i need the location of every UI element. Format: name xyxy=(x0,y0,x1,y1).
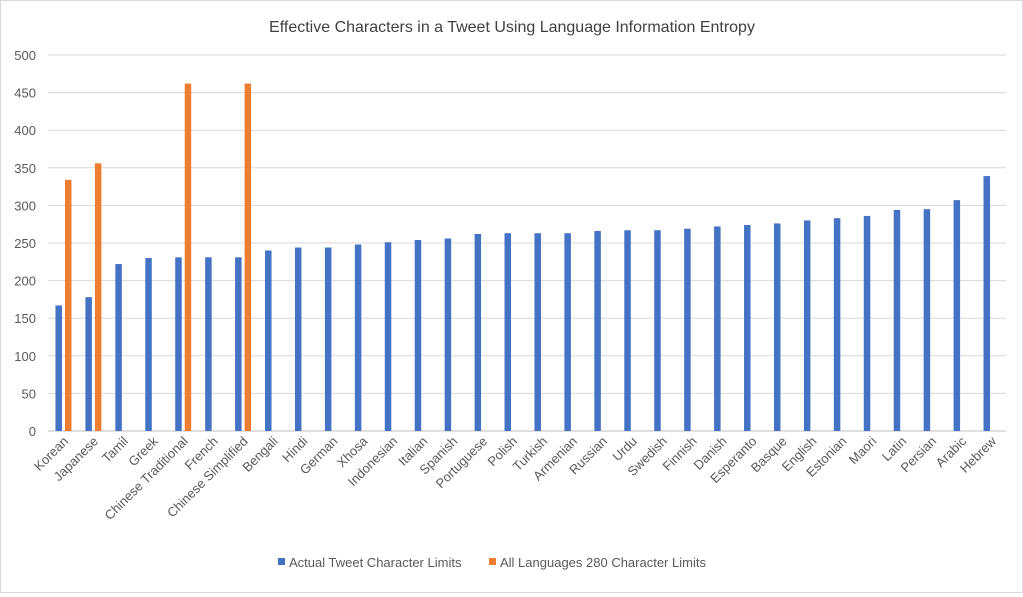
bar-actual-limit xyxy=(893,209,901,431)
bar-280-limit xyxy=(184,83,192,432)
y-tick-label: 350 xyxy=(14,161,36,176)
bars xyxy=(55,83,991,432)
bar-actual-limit xyxy=(983,176,991,431)
bar-actual-limit xyxy=(85,297,92,431)
y-tick-label: 0 xyxy=(29,424,36,439)
bar-actual-limit xyxy=(324,247,332,431)
bar-actual-limit xyxy=(953,200,961,431)
y-tick-label: 500 xyxy=(14,48,36,63)
bar-actual-limit xyxy=(744,224,751,431)
bar-280-limit xyxy=(244,83,252,432)
bar-actual-limit xyxy=(354,244,362,431)
y-tick-label: 400 xyxy=(14,123,36,138)
bar-actual-limit xyxy=(504,233,512,431)
y-axis-labels: 0 50 100 150 200 250 300 350 400 450 500 xyxy=(14,48,36,439)
legend: Actual Tweet Character Limits All Languag… xyxy=(278,555,706,570)
bar-actual-limit xyxy=(145,258,152,431)
bar-actual-limit xyxy=(684,228,691,431)
legend-swatch xyxy=(278,558,285,565)
bar-actual-limit xyxy=(235,257,242,431)
bar-actual-limit xyxy=(863,215,871,431)
y-tick-label: 250 xyxy=(14,236,36,251)
gridlines xyxy=(48,54,1006,432)
y-tick-label: 300 xyxy=(14,198,36,213)
bar-actual-limit xyxy=(564,233,571,431)
bar-actual-limit xyxy=(294,247,302,431)
bar-actual-limit xyxy=(594,230,601,431)
x-tick-label: Maori xyxy=(846,433,880,467)
bar-actual-limit xyxy=(714,226,721,431)
y-tick-label: 100 xyxy=(14,349,36,364)
legend-label: Actual Tweet Character Limits xyxy=(289,555,462,570)
bar-actual-limit xyxy=(205,257,212,431)
bar-actual-limit xyxy=(265,250,272,431)
bar-actual-limit xyxy=(384,242,392,431)
y-tick-label: 200 xyxy=(14,274,36,289)
bar-actual-limit xyxy=(444,238,452,431)
bar-actual-limit xyxy=(624,230,631,431)
y-tick-label: 50 xyxy=(22,386,36,401)
bar-actual-limit xyxy=(654,230,661,431)
legend-swatch xyxy=(489,558,496,565)
bar-actual-limit xyxy=(803,220,811,431)
y-tick-label: 150 xyxy=(14,311,36,326)
bar-actual-limit xyxy=(175,257,182,431)
bar-actual-limit xyxy=(414,239,422,431)
bar-actual-limit xyxy=(474,233,482,431)
bar-actual-limit xyxy=(773,223,781,431)
bar-280-limit xyxy=(64,179,72,431)
bar-actual-limit xyxy=(55,305,62,431)
y-tick-label: 450 xyxy=(14,86,36,101)
bar-actual-limit xyxy=(115,264,122,431)
chart-title: Effective Characters in a Tweet Using La… xyxy=(269,19,755,36)
x-tick-label: Finnish xyxy=(660,434,700,474)
bar-280-limit xyxy=(94,163,102,431)
bar-actual-limit xyxy=(923,209,931,431)
bar-actual-limit xyxy=(534,233,541,431)
legend-label: All Languages 280 Character Limits xyxy=(500,555,706,570)
bar-actual-limit xyxy=(833,218,841,431)
